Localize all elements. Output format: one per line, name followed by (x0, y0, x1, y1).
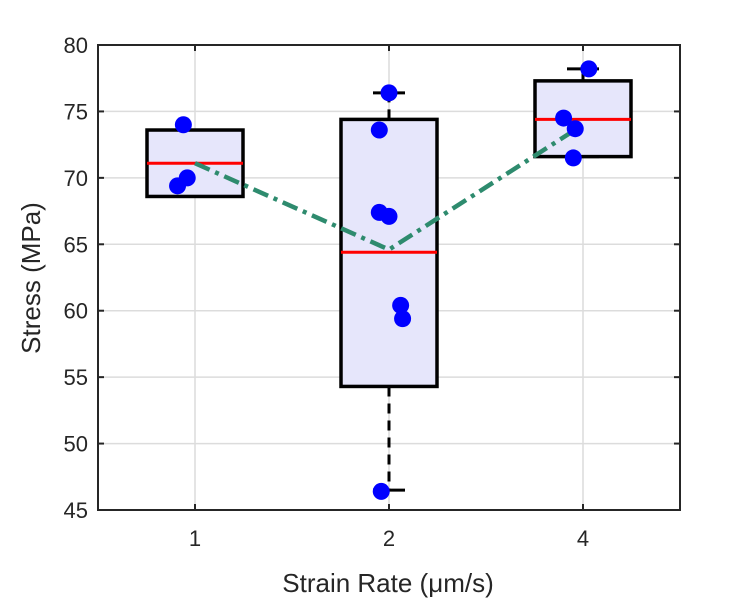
y-tick-label: 70 (64, 166, 88, 191)
x-axis-label: Strain Rate (μm/s) (282, 568, 493, 598)
data-point (564, 149, 582, 167)
data-point (555, 109, 573, 127)
data-point (392, 296, 410, 314)
x-tick-label: 1 (189, 526, 201, 551)
y-tick-label: 55 (64, 365, 88, 390)
data-point (380, 207, 398, 225)
x-tick-label: 4 (577, 526, 589, 551)
data-point (370, 121, 388, 139)
y-axis-label: Stress (MPa) (16, 202, 46, 354)
y-tick-label: 60 (64, 299, 88, 324)
trend-line (194, 122, 585, 252)
y-tick-label: 80 (64, 33, 88, 58)
x-tick-label: 2 (383, 526, 395, 551)
data-point (580, 60, 598, 78)
data-point (566, 120, 584, 138)
data-point (178, 169, 196, 187)
axes: 45 50 55 60 65 70 75 80 1 2 4 (64, 33, 681, 551)
trend-layer (194, 122, 585, 252)
y-tick-label: 45 (64, 498, 88, 523)
data-point (174, 116, 192, 134)
y-tick-label: 50 (64, 432, 88, 457)
data-point (372, 482, 390, 500)
y-tick-label: 75 (64, 99, 88, 124)
y-tick-label: 65 (64, 232, 88, 257)
data-points (169, 60, 598, 500)
data-point (380, 84, 398, 102)
data-point (394, 310, 412, 328)
